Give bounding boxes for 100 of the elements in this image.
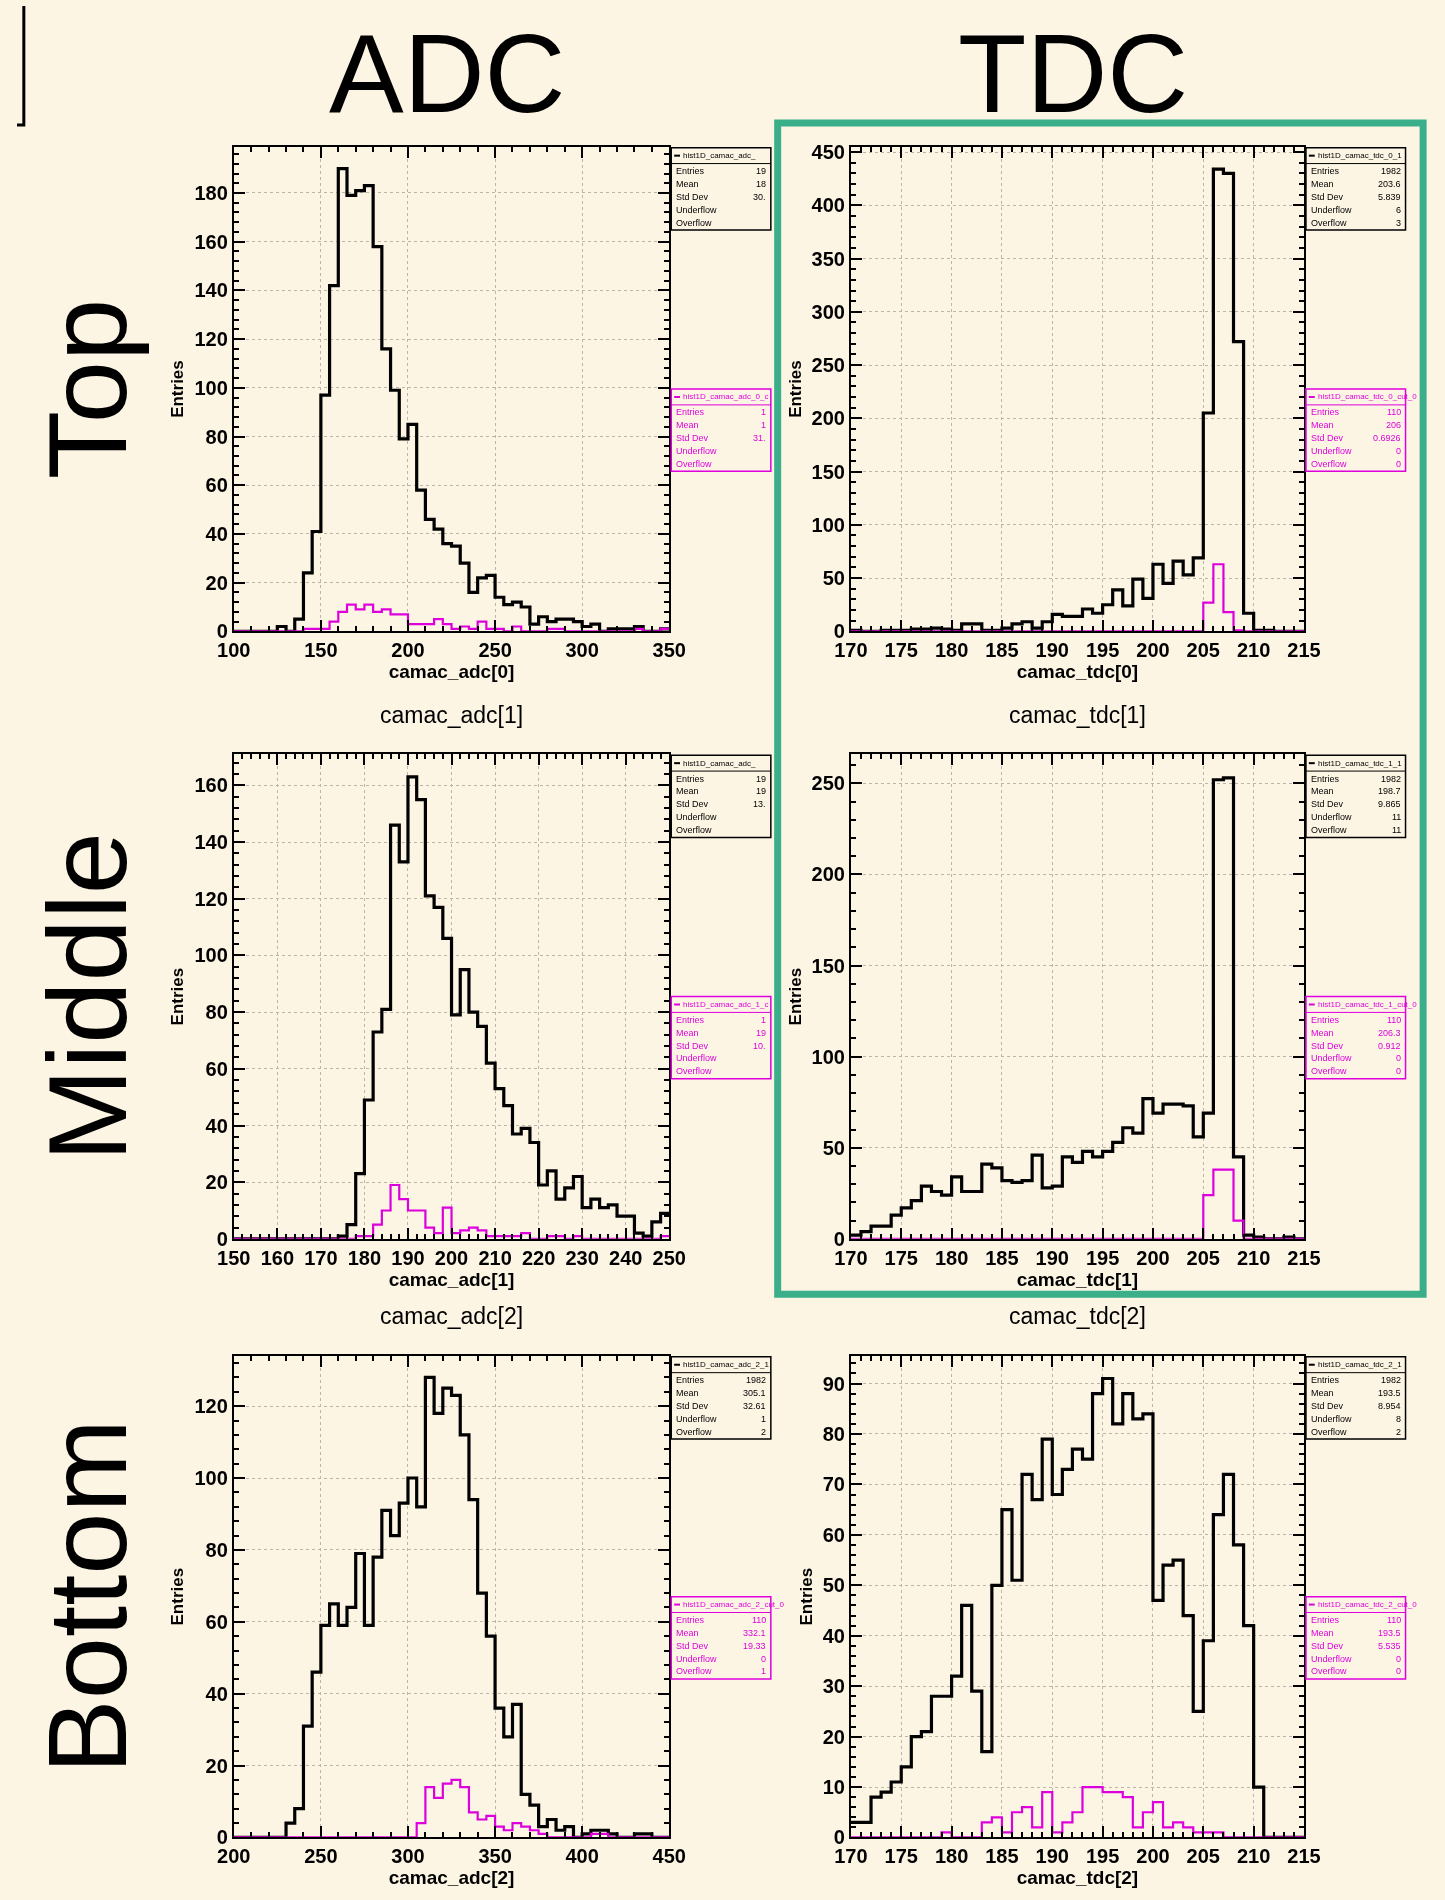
x-tick-label: 220 <box>521 1246 556 1269</box>
x-tick-label: 250 <box>304 1845 338 1868</box>
y-tick-label: 80 <box>822 1422 845 1445</box>
y-tick-label: 300 <box>811 300 845 323</box>
x-tick-label: 190 <box>1035 1845 1069 1868</box>
text: Overflow 0 <box>1311 1066 1402 1076</box>
chart-title: camac_tdc[2] <box>1009 1303 1146 1329</box>
x-tick-label: 180 <box>934 639 969 662</box>
y-tick-label: 50 <box>822 567 845 590</box>
y-tick-label: 160 <box>194 230 228 253</box>
text: Entries 110 <box>1311 1615 1402 1625</box>
x-tick-label: 185 <box>985 1845 1019 1868</box>
y-tick-label: 40 <box>822 1624 845 1647</box>
x-tick-label: 195 <box>1085 1246 1120 1269</box>
text: Overflow 0 <box>1311 1666 1402 1676</box>
y-tick-label: 80 <box>205 1538 228 1561</box>
text: Underflow 8 <box>1311 1414 1402 1424</box>
x-tick-label: 300 <box>391 1845 425 1868</box>
x-tick-label: 160 <box>260 1246 295 1269</box>
y-tick-label: 0 <box>216 1826 228 1849</box>
y-tick-label: 100 <box>811 513 845 536</box>
y-tick-label: 20 <box>822 1725 845 1748</box>
y-tick-label: 90 <box>822 1372 845 1395</box>
y-axis-title: Entries <box>168 1567 188 1626</box>
y-tick-label: 40 <box>205 1114 228 1137</box>
text: Underflow <box>676 205 718 215</box>
x-tick-label: 215 <box>1287 1246 1321 1269</box>
x-tick-label: 180 <box>934 1246 969 1269</box>
y-tick-label: 50 <box>822 1136 845 1159</box>
y-tick-label: 200 <box>811 407 845 430</box>
text: Std Dev 10. <box>676 1041 766 1051</box>
text: Overflow <box>676 459 713 469</box>
y-tick-label: 350 <box>811 247 845 270</box>
text: TDC <box>958 11 1189 136</box>
text: Overflow 3 <box>1311 218 1402 228</box>
x-tick-label: 195 <box>1085 639 1120 662</box>
x-tick-label: 175 <box>884 1246 918 1269</box>
text: Mean 193.5 <box>1311 1628 1401 1638</box>
x-tick-label: 350 <box>478 1845 512 1868</box>
x-tick-label: 200 <box>1136 639 1170 662</box>
y-tick-label: 140 <box>194 831 228 854</box>
text: Underflow 11 <box>1311 812 1402 822</box>
text: Entries 110 <box>676 1615 767 1625</box>
text: Std Dev 32.61 <box>676 1401 766 1411</box>
text: Overflow 1 <box>676 1666 767 1676</box>
chart-title: camac_adc[2] <box>380 1303 524 1329</box>
legend-label: hist1D_camac_adc_2_1 <box>683 1360 770 1369</box>
text: Entries 1982 <box>1311 166 1402 176</box>
y-tick-label: 20 <box>205 1171 228 1194</box>
text: Overflow 0 <box>1311 459 1402 469</box>
x-tick-label: 190 <box>1035 639 1069 662</box>
text: Underflow 0 <box>1311 446 1402 456</box>
x-tick-label: 205 <box>1186 1845 1220 1868</box>
x-tick-label: 180 <box>347 1246 382 1269</box>
text: Entries 110 <box>1311 1015 1402 1025</box>
text: Entries 1982 <box>1311 774 1402 784</box>
y-axis-title: Entries <box>168 967 188 1026</box>
y-tick-label: 100 <box>811 1045 845 1068</box>
text: Entries 19 <box>676 166 767 176</box>
text: Std Dev 5.839 <box>1311 192 1401 202</box>
text: Std Dev 31. <box>676 433 766 443</box>
x-tick-label: 210 <box>478 1246 512 1269</box>
text: Underflow <box>676 446 718 456</box>
x-tick-label: 205 <box>1186 1246 1220 1269</box>
text: Underflow 0 <box>676 1654 767 1664</box>
text: Std Dev 0.6926 <box>1311 433 1401 443</box>
text: Mean 19 <box>676 786 767 796</box>
text: Mean 19 <box>676 1028 767 1038</box>
text: Underflow 0 <box>1311 1053 1402 1063</box>
chart-title: camac_adc[1] <box>380 702 524 728</box>
y-tick-label: 120 <box>194 328 228 351</box>
text: Overflow <box>676 218 713 228</box>
x-tick-label: 250 <box>478 639 512 662</box>
y-tick-label: 20 <box>205 571 228 594</box>
y-tick-label: 150 <box>811 460 845 483</box>
y-tick-label: 50 <box>822 1574 845 1597</box>
legend-label: hist1D_camac_adc_0_c <box>683 392 769 401</box>
y-axis-title: Entries <box>796 1567 816 1626</box>
text: Overflow 2 <box>1311 1427 1402 1437</box>
y-tick-label: 120 <box>194 887 228 910</box>
x-tick-label: 200 <box>1136 1845 1170 1868</box>
text: Entries 1 <box>676 1015 767 1025</box>
y-tick-label: 200 <box>811 863 845 886</box>
x-axis-title: camac_tdc[2] <box>1016 1867 1139 1889</box>
text: Mean 193.5 <box>1311 1388 1401 1398</box>
text: Std Dev 19.33 <box>676 1641 766 1651</box>
x-tick-label: 200 <box>391 639 425 662</box>
text: Overflow <box>676 1066 713 1076</box>
y-tick-label: 80 <box>205 425 228 448</box>
text: Overflow 11 <box>1311 825 1402 835</box>
x-tick-label: 200 <box>1136 1246 1170 1269</box>
x-tick-label: 175 <box>884 639 918 662</box>
x-tick-label: 195 <box>1085 1845 1120 1868</box>
text: Underflow 0 <box>1311 1654 1402 1664</box>
legend-label: hist1D_camac_adc_ <box>683 759 757 768</box>
y-tick-label: 100 <box>194 1467 228 1490</box>
y-tick-label: 100 <box>194 376 228 399</box>
x-tick-label: 210 <box>1236 1246 1271 1269</box>
text: Std Dev 0.912 <box>1311 1041 1401 1051</box>
text: Entries 1982 <box>676 1375 767 1385</box>
